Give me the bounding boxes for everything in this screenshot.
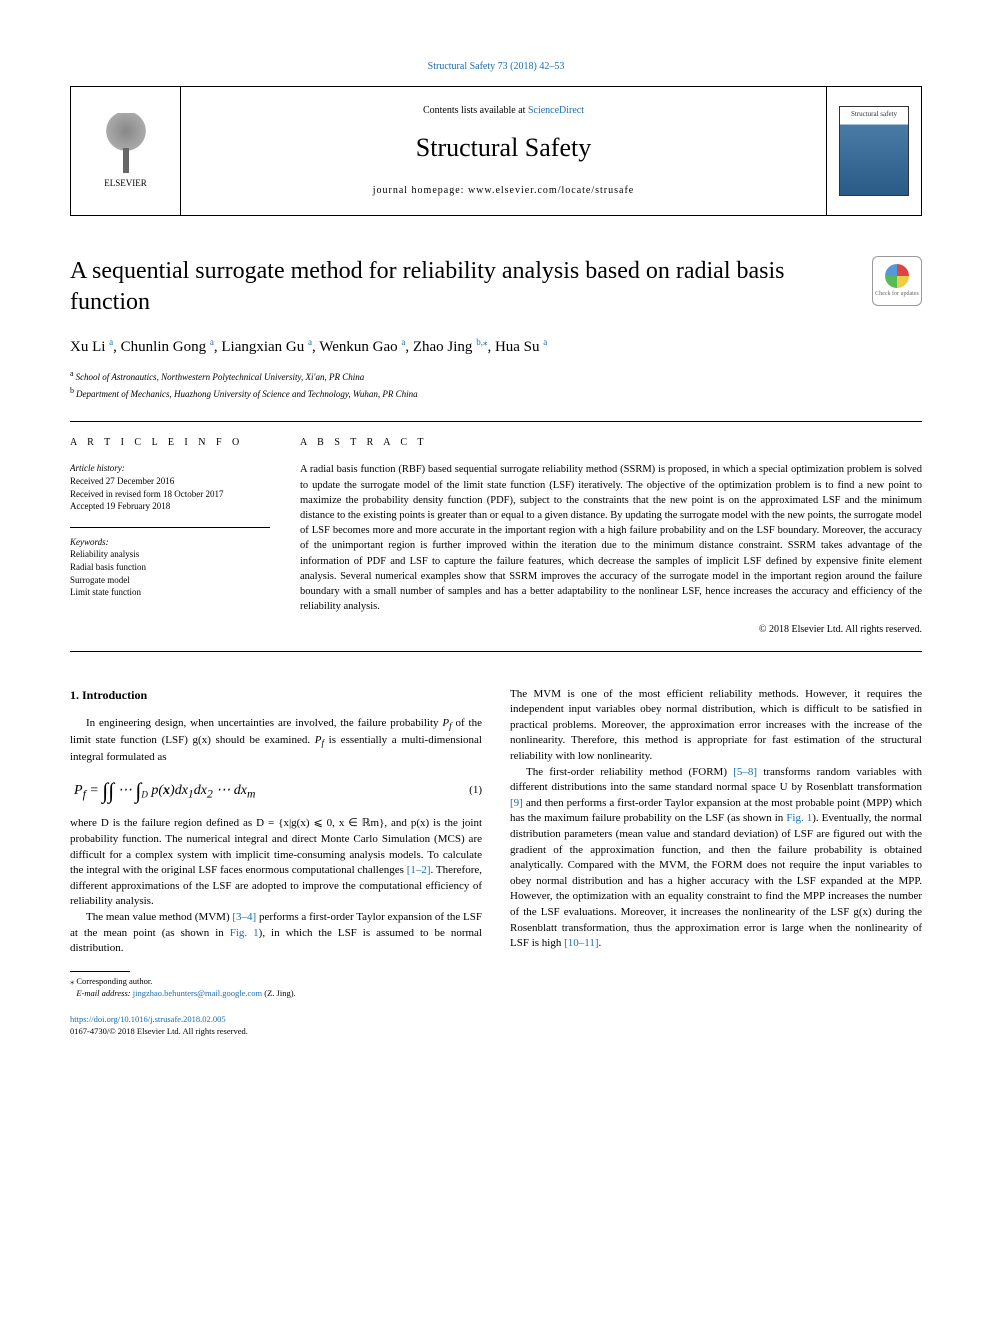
homepage-line: journal homepage: www.elsevier.com/locat… — [373, 184, 635, 198]
right-para-2: The first-order reliability method (FORM… — [510, 765, 922, 952]
ref-link-9[interactable]: [9] — [510, 797, 523, 809]
author: Liangxian Gu a — [221, 339, 312, 355]
contents-prefix: Contents lists available at — [423, 105, 528, 116]
author-affil-sup: a — [210, 337, 214, 347]
elsevier-logo: ELSEVIER — [71, 87, 181, 215]
abstract-copyright: © 2018 Elsevier Ltd. All rights reserved… — [300, 623, 922, 637]
homepage-url[interactable]: www.elsevier.com/locate/strusafe — [468, 185, 634, 196]
equation-content: Pf = ∫∫ ⋯ ∫D p(x)dx1dx2 ⋯ dxm — [70, 775, 452, 806]
article-history: Article history: Received 27 December 20… — [70, 462, 270, 512]
left-column: 1. Introduction In engineering design, w… — [70, 687, 482, 1038]
email-footnote: E-mail address: jingzhao.behunters@mail.… — [70, 988, 482, 1000]
right-column: The MVM is one of the most efficient rel… — [510, 687, 922, 1038]
affiliations: a School of Astronautics, Northwestern P… — [70, 368, 922, 401]
info-divider — [70, 527, 270, 528]
abstract-column: A B S T R A C T A radial basis function … — [300, 436, 922, 636]
cover-thumbnail: Structural safety — [839, 106, 909, 196]
rp2-after: . — [599, 937, 602, 949]
intro-para-3: The mean value method (MVM) [3–4] perfor… — [70, 910, 482, 957]
footnote-separator — [70, 971, 130, 972]
keyword: Reliability analysis — [70, 548, 270, 561]
keyword: Radial basis function — [70, 561, 270, 574]
email-prefix: E-mail address: — [76, 988, 132, 998]
email-suffix: (Z. Jing). — [262, 988, 296, 998]
homepage-prefix: journal homepage: — [373, 185, 468, 196]
author: Hua Su a — [495, 339, 547, 355]
author: Zhao Jing b,⁎ — [413, 339, 488, 355]
doi-link[interactable]: https://doi.org/10.1016/j.strusafe.2018.… — [70, 1014, 482, 1026]
ref-link-10-11[interactable]: [10–11] — [564, 937, 598, 949]
rp2-mid3: ). Eventually, the normal distribution p… — [510, 812, 922, 949]
abstract-text: A radial basis function (RBF) based sequ… — [300, 462, 922, 614]
fig-1-link[interactable]: Fig. 1 — [230, 927, 259, 939]
ref-link-5-8[interactable]: [5–8] — [733, 766, 757, 778]
journal-cover: Structural safety — [826, 87, 921, 215]
history-line: Received 27 December 2016 — [70, 475, 270, 488]
keyword: Limit state function — [70, 586, 270, 599]
rp2-before: The first-order reliability method (FORM… — [526, 766, 733, 778]
article-info-column: A R T I C L E I N F O Article history: R… — [70, 436, 270, 636]
corresponding-author-note: ⁎ Corresponding author. — [70, 976, 482, 988]
divider-top — [70, 421, 922, 422]
equation-number: (1) — [452, 783, 482, 799]
ref-link-1-2[interactable]: [1–2] — [407, 864, 431, 876]
contents-line: Contents lists available at ScienceDirec… — [423, 104, 584, 118]
author: Chunlin Gong a — [121, 339, 214, 355]
history-heading: Article history: — [70, 462, 270, 475]
author-affil-sup: a — [109, 337, 113, 347]
intro-para-2: where D is the failure region defined as… — [70, 816, 482, 910]
right-para-1: The MVM is one of the most efficient rel… — [510, 687, 922, 765]
publisher-label: ELSEVIER — [104, 177, 147, 190]
author: Xu Li a — [70, 339, 113, 355]
journal-title: Structural Safety — [416, 130, 591, 166]
author-affil-sup: a — [401, 337, 405, 347]
crossmark-badge[interactable]: Check for updates — [872, 256, 922, 306]
author: Wenkun Gao a — [319, 339, 405, 355]
body-two-column: 1. Introduction In engineering design, w… — [70, 687, 922, 1038]
intro-para-1: In engineering design, when uncertaintie… — [70, 716, 482, 766]
section-1-heading: 1. Introduction — [70, 687, 482, 704]
keywords-block: Keywords: Reliability analysisRadial bas… — [70, 536, 270, 599]
ref-link-3-4[interactable]: [3–4] — [232, 911, 256, 923]
p3-before: The mean value method (MVM) — [86, 911, 232, 923]
footer-info: https://doi.org/10.1016/j.strusafe.2018.… — [70, 1014, 482, 1038]
journal-header: ELSEVIER Contents lists available at Sci… — [70, 86, 922, 216]
affiliation-line: a School of Astronautics, Northwestern P… — [70, 368, 922, 385]
abstract-heading: A B S T R A C T — [300, 436, 922, 450]
email-link[interactable]: jingzhao.behunters@mail.google.com — [133, 988, 262, 998]
author-affil-sup: b,⁎ — [476, 337, 487, 347]
keywords-heading: Keywords: — [70, 536, 270, 549]
equation-1: Pf = ∫∫ ⋯ ∫D p(x)dx1dx2 ⋯ dxm (1) — [70, 775, 482, 806]
p1-text: In engineering design, when uncertaintie… — [86, 717, 442, 729]
cover-label: Structural safety — [851, 110, 897, 120]
article-title: A sequential surrogate method for reliab… — [70, 256, 852, 318]
pf2-symbol: P — [315, 734, 322, 746]
authors-line: Xu Li a, Chunlin Gong a, Liangxian Gu a,… — [70, 336, 922, 358]
history-line: Received in revised form 18 October 2017 — [70, 488, 270, 501]
journal-citation[interactable]: Structural Safety 73 (2018) 42–53 — [70, 60, 922, 74]
history-line: Accepted 19 February 2018 — [70, 500, 270, 513]
fig-1-link-b[interactable]: Fig. 1 — [786, 812, 812, 824]
keyword: Surrogate model — [70, 574, 270, 587]
elsevier-tree-icon — [101, 113, 151, 173]
header-center: Contents lists available at ScienceDirec… — [181, 87, 826, 215]
article-info-heading: A R T I C L E I N F O — [70, 436, 270, 450]
sciencedirect-link[interactable]: ScienceDirect — [528, 105, 584, 116]
author-affil-sup: a — [308, 337, 312, 347]
affiliation-line: b Department of Mechanics, Huazhong Univ… — [70, 385, 922, 402]
crossmark-icon — [885, 264, 909, 288]
crossmark-label: Check for updates — [875, 290, 919, 298]
divider-bottom — [70, 651, 922, 652]
author-affil-sup: a — [543, 337, 547, 347]
issn-copyright: 0167-4730/© 2018 Elsevier Ltd. All right… — [70, 1026, 482, 1038]
